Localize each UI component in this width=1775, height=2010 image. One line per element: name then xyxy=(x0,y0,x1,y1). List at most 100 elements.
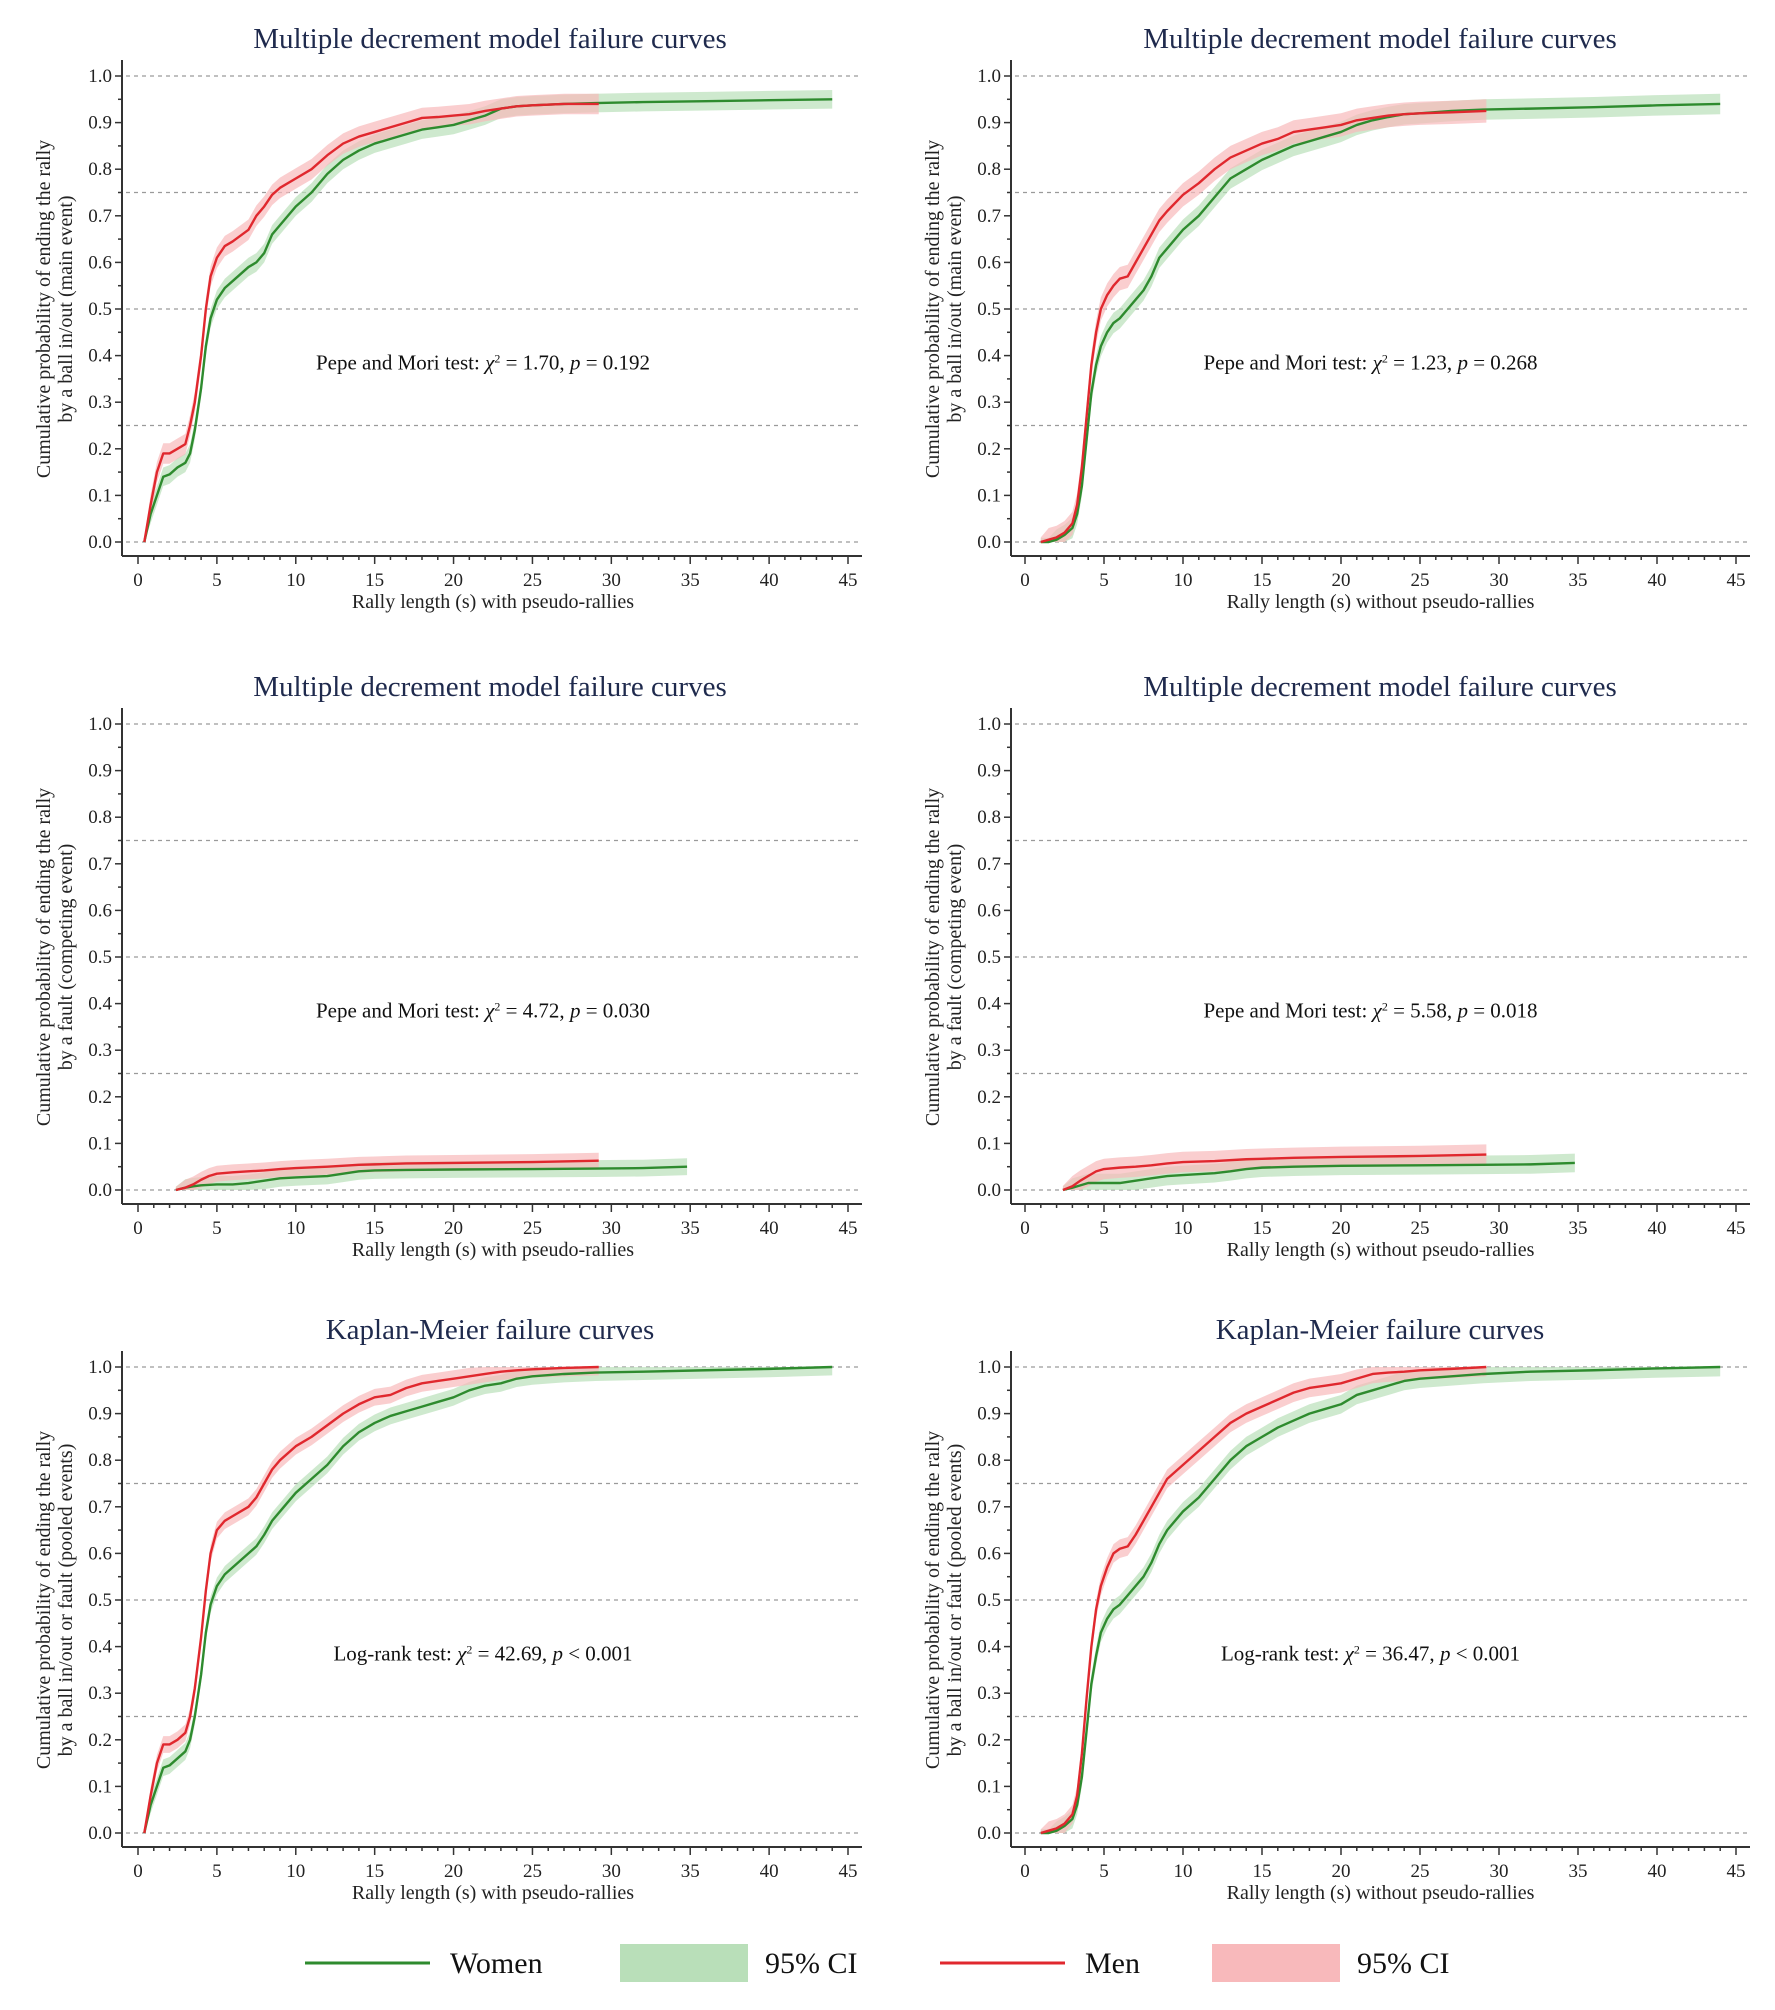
y-tick-label: 0.2 xyxy=(977,439,1001,460)
x-tick-label: 0 xyxy=(1020,1218,1030,1239)
annotation-part: Log-rank test: xyxy=(333,1642,457,1666)
legend-band-swatch xyxy=(1212,1944,1340,1982)
x-tick-label: 30 xyxy=(1490,1861,1509,1882)
y-tick-label: 0.0 xyxy=(977,1180,1001,1201)
y-tick-label: 0.1 xyxy=(977,1133,1001,1154)
x-tick-label: 5 xyxy=(212,1861,222,1882)
y-tick-label: 0.7 xyxy=(88,1497,112,1518)
y-tick-label: 0.5 xyxy=(977,299,1001,320)
y-tick-label: 0.6 xyxy=(977,252,1001,273)
test-annotation: Pepe and Mori test: χ2 = 1.70, p = 0.192 xyxy=(316,351,650,375)
x-tick-label: 45 xyxy=(839,1218,858,1239)
x-tick-label: 0 xyxy=(1020,1861,1030,1882)
annotation-part: p xyxy=(568,999,581,1023)
y-tick-label: 0.6 xyxy=(977,900,1001,921)
x-tick-label: 25 xyxy=(523,1218,542,1239)
legend-item-women-band: 95% CI xyxy=(620,1944,858,1982)
x-tick-label: 20 xyxy=(1332,1218,1351,1239)
y-tick-label: 0.2 xyxy=(88,1087,112,1108)
y-tick-label: 0.3 xyxy=(977,1683,1001,1704)
x-tick-label: 10 xyxy=(1174,1861,1193,1882)
ci-band-women xyxy=(1040,93,1721,542)
annotation-part: = 0.192 xyxy=(580,351,650,375)
y-tick-label: 0.2 xyxy=(88,439,112,460)
chart-panel: Kaplan-Meier failure curves 0.0 0.1 0.2 0.3 0… xyxy=(33,1314,862,1904)
annotation-part: = 1.70, xyxy=(500,351,570,375)
x-tick-label: 20 xyxy=(444,570,463,591)
y-tick-label: 0.8 xyxy=(88,1450,112,1471)
y-tick-label: 0.7 xyxy=(977,206,1001,227)
annotation-part: = 36.47, xyxy=(1360,1642,1440,1666)
x-tick-label: 30 xyxy=(1490,1218,1509,1239)
x-tick-label: 15 xyxy=(365,570,384,591)
series-line-women xyxy=(1040,102,1721,544)
y-tick-label: 0.1 xyxy=(88,485,112,506)
legend: Women 95% CI Men 95% CI xyxy=(305,1944,1450,1982)
annotation-part: χ xyxy=(1371,351,1383,375)
y-tick-label: 0.4 xyxy=(977,994,1001,1015)
x-tick-label: 40 xyxy=(760,1861,779,1882)
x-tick-label: 40 xyxy=(760,1218,779,1239)
chart-title: Kaplan-Meier failure curves xyxy=(1216,1314,1545,1346)
y-tick-label: 0.9 xyxy=(88,761,112,782)
annotation-part: χ xyxy=(483,999,495,1023)
y-tick-label: 1.0 xyxy=(977,66,1001,87)
series-line-women xyxy=(143,98,833,543)
y-tick-label: 1.0 xyxy=(88,66,112,87)
x-tick-label: 15 xyxy=(1253,1861,1272,1882)
y-tick-label: 0.2 xyxy=(977,1730,1001,1751)
chart-title: Multiple decrement model failure curves xyxy=(253,671,727,703)
y-tick-label: 0.6 xyxy=(88,1543,112,1564)
y-tick-label: 0.7 xyxy=(88,206,112,227)
annotation-part: p xyxy=(568,351,581,375)
x-tick-label: 30 xyxy=(1490,570,1509,591)
ci-band-men xyxy=(144,93,599,542)
annotation-part: = 5.58, xyxy=(1388,999,1458,1023)
annotation-part: χ xyxy=(1343,1642,1355,1666)
x-tick-label: 40 xyxy=(1648,1218,1667,1239)
annotation-part: Pepe and Mori test: xyxy=(1203,351,1372,375)
y-tick-label: 0.8 xyxy=(977,1450,1001,1471)
x-tick-label: 25 xyxy=(523,1861,542,1882)
y-axis-label: by a ball in/out (main event) xyxy=(55,195,77,422)
legend-label: Women xyxy=(450,1947,543,1980)
x-tick-label: 35 xyxy=(681,1861,700,1882)
y-tick-label: 0.8 xyxy=(977,159,1001,180)
annotation-part: = 0.030 xyxy=(580,999,650,1023)
test-annotation: Log-rank test: χ2 = 42.69, p < 0.001 xyxy=(333,1642,632,1666)
y-tick-label: 1.0 xyxy=(88,714,112,735)
annotation-part: < 0.001 xyxy=(563,1642,633,1666)
x-tick-label: 15 xyxy=(1253,1218,1272,1239)
y-tick-label: 0.2 xyxy=(977,1087,1001,1108)
x-tick-label: 25 xyxy=(1411,1861,1430,1882)
y-tick-label: 0.5 xyxy=(977,947,1001,968)
y-tick-label: 0.9 xyxy=(977,1404,1001,1425)
y-axis-label: Cumulative probability of ending the ral… xyxy=(33,140,55,478)
annotation-part: = 42.69, xyxy=(472,1642,552,1666)
annotation-part: 2 xyxy=(494,1000,500,1014)
chart-title: Multiple decrement model failure curves xyxy=(1143,23,1617,55)
y-axis-label: by a fault (competing event) xyxy=(55,844,77,1071)
series-line-men xyxy=(143,102,599,543)
y-tick-label: 0.5 xyxy=(88,947,112,968)
y-tick-label: 0.3 xyxy=(88,1683,112,1704)
chart-panel: Multiple decrement model failure curves 0… xyxy=(922,23,1750,613)
annotation-part: p xyxy=(1438,1642,1451,1666)
y-tick-label: 0.7 xyxy=(88,854,112,875)
chart-title: Multiple decrement model failure curves xyxy=(253,23,727,55)
annotation-part: = 0.018 xyxy=(1468,999,1538,1023)
x-tick-label: 45 xyxy=(839,1861,858,1882)
annotation-part: p xyxy=(1455,999,1468,1023)
annotation-part: 2 xyxy=(494,352,500,366)
test-annotation: Log-rank test: χ2 = 36.47, p < 0.001 xyxy=(1221,1642,1520,1666)
x-tick-label: 5 xyxy=(212,1218,222,1239)
x-tick-label: 35 xyxy=(681,1218,700,1239)
annotation-part: p xyxy=(1455,351,1468,375)
y-tick-label: 0.9 xyxy=(977,761,1001,782)
x-tick-label: 10 xyxy=(1174,1218,1193,1239)
y-axis-label: by a ball in/out (main event) xyxy=(944,195,966,422)
x-tick-label: 25 xyxy=(1411,1218,1430,1239)
y-tick-label: 0.9 xyxy=(88,113,112,134)
annotation-part: 2 xyxy=(1354,1643,1360,1657)
legend-label: 95% CI xyxy=(1357,1947,1450,1980)
